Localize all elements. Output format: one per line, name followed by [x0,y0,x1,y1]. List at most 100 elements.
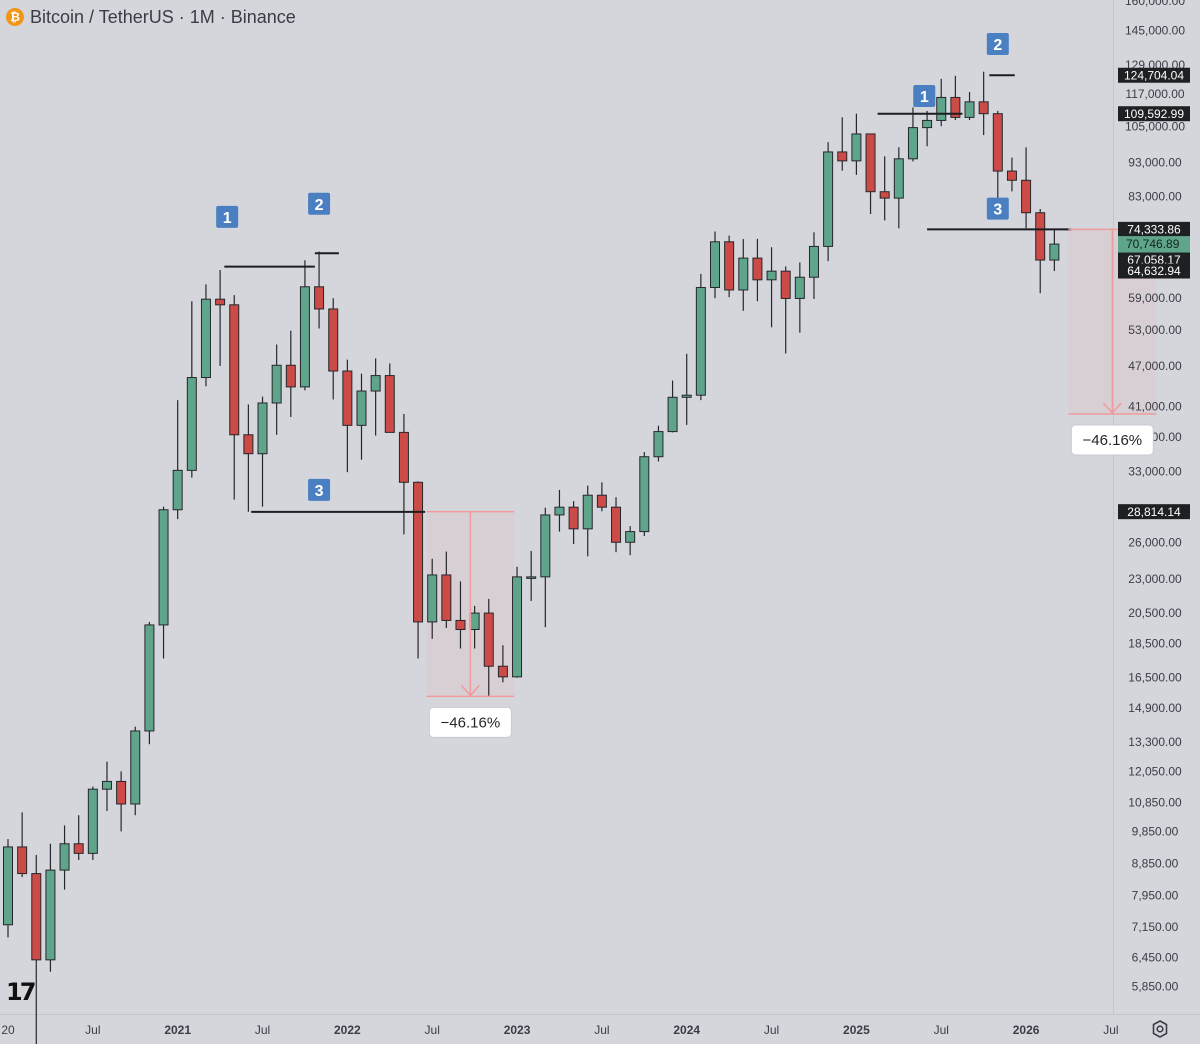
measure-label-box [1070,424,1154,456]
y-tick-label: 117,000.00 [1125,87,1184,101]
candle-down [865,133,876,193]
candle-up [582,494,593,530]
candle-down [837,151,848,162]
price-tag-label: 64,632.94 [1127,264,1181,278]
x-tick-label: Jul [764,1023,779,1037]
candle-up [653,431,664,458]
y-tick-label: 26,000.00 [1128,535,1182,549]
y-tick-label: 8,850.00 [1132,856,1179,870]
candle-down [497,665,508,678]
y-tick-label: 105,000.00 [1125,119,1185,133]
candle-up [893,158,904,199]
candle-down [879,191,890,199]
candle-up [540,514,551,578]
y-tick-label: 93,000.00 [1128,156,1182,170]
pattern-marker-label: 3 [993,202,1002,219]
candle-up [639,456,650,533]
candle-up [427,574,438,623]
pattern-marker-label: 1 [223,210,232,227]
candle-up [370,375,381,392]
candle-up [808,245,819,278]
candle-up [186,377,197,471]
x-tick-label: 2025 [843,1023,870,1037]
candle-up [851,133,862,162]
candle-up [936,96,947,121]
candle-up [710,241,720,289]
candle-down [568,506,579,530]
candle-up [964,101,975,118]
candle-up [299,286,310,388]
candle-up [922,119,933,129]
y-tick-label: 53,000.00 [1128,323,1182,337]
candle-down [455,619,466,631]
y-tick-label: 18,500.00 [1128,637,1182,651]
y-tick-label: 33,000.00 [1128,464,1182,478]
candle-up [200,298,211,379]
candle-down [243,434,254,455]
y-tick-label: 47,000.00 [1128,359,1182,373]
candle-down [285,364,296,388]
candle-down [398,431,409,483]
candle-up [554,506,565,516]
y-tick-label: 7,150.00 [1132,920,1179,934]
x-tick-label: 2024 [673,1023,700,1037]
candle-down [229,304,240,436]
candle-down [342,370,353,426]
x-tick-label: Jul [1103,1023,1118,1037]
candle-down [413,481,424,623]
price-tag-label: 28,814.14 [1127,505,1181,519]
x-tick-label: Jul [594,1023,609,1037]
y-tick-label: 83,000.00 [1128,190,1182,204]
price-tag-label: 124,704.04 [1124,68,1184,82]
candle-up [907,127,918,160]
x-tick-label: 2021 [164,1023,191,1037]
candle-up [356,390,367,426]
candle-down [1006,170,1017,181]
tradingview-logo[interactable]: 17 [6,978,36,1006]
candle-down [116,780,127,805]
pattern-marker-label: 2 [315,197,324,214]
y-tick-label: 41,000.00 [1128,400,1182,414]
measure-arrow-head [460,684,480,697]
candle-down [1035,212,1046,261]
price-tag [1118,221,1190,237]
x-tick-label: 2022 [334,1023,361,1037]
x-tick-label: Jul [425,1023,440,1037]
measure-label-box [428,706,512,738]
candle-down [328,308,339,372]
candle-up [3,846,13,926]
candle-up [130,730,141,805]
candle-down [752,257,763,281]
y-tick-label: 10,850.00 [1128,796,1182,810]
current-price-label: 70,746.89 [1126,237,1180,251]
bitcoin-icon: ₿ [6,8,24,26]
y-tick-label: 145,000.00 [1125,23,1185,37]
x-tick-label: Jul [255,1023,270,1037]
y-tick-label: 20,500.00 [1128,606,1182,620]
y-tick-label: 59,000.00 [1128,291,1182,305]
candle-up [172,469,183,511]
gear-icon[interactable] [1150,1019,1170,1039]
candle-up [87,788,98,854]
candle-up [695,287,706,396]
candle-down [215,298,226,306]
y-tick-label: 14,900.00 [1128,701,1182,715]
x-tick-label: 20 [1,1023,15,1037]
candle-down [17,846,28,875]
pattern-marker-badge [986,32,1009,55]
candle-up [257,402,268,455]
price-tag [1118,504,1190,520]
candle-down [992,113,1003,172]
price-tag-label: 74,333.86 [1127,223,1181,237]
candle-up [667,396,678,433]
y-tick-label: 160,000.00 [1125,0,1185,8]
candle-down [978,101,989,115]
candle-up [625,531,636,543]
price-tag [1118,67,1190,83]
y-tick-label: 23,000.00 [1128,572,1182,586]
pattern-marker-label: 2 [993,37,1002,54]
pattern-marker-badge [986,197,1009,220]
y-tick-label: 6,450.00 [1132,951,1179,965]
candle-down [1021,179,1032,214]
